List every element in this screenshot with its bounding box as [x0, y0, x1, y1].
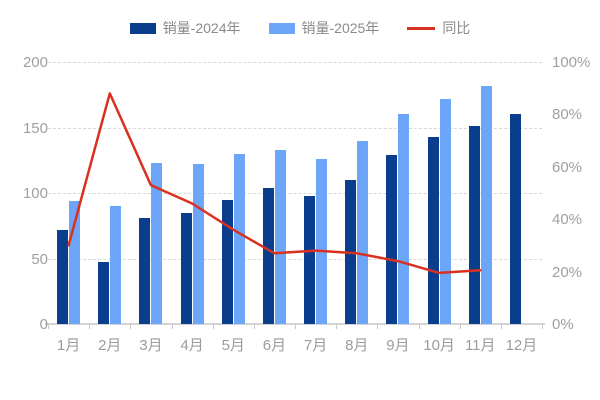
bar-2025-9月: [398, 114, 410, 324]
y-axis-right-label-60%: 60%: [552, 158, 583, 176]
bar-2024-6月: [262, 187, 274, 324]
bar-2025-7月: [316, 158, 328, 324]
x-axis-tick: [500, 324, 502, 329]
x-axis-tick: [171, 324, 173, 329]
bar-2024-4月: [180, 212, 192, 324]
x-axis-label-6月: 6月: [262, 337, 287, 354]
bar-2025-3月: [151, 162, 163, 324]
x-axis-tick: [459, 324, 461, 329]
legend-swatch-yoy-line-icon: [407, 26, 436, 30]
x-axis-tick: [253, 324, 255, 329]
x-axis-tick: [212, 324, 214, 329]
bar-2024-2月: [98, 262, 110, 324]
y-axis-left-label-100: 100: [22, 185, 48, 202]
bar-2024-7月: [304, 195, 316, 324]
bar-2025-6月: [274, 149, 286, 324]
bar-2025-2月: [110, 206, 122, 324]
gridline-50: [48, 258, 542, 260]
y-axis-right-label-80%: 80%: [552, 106, 583, 124]
plot-area: [45, 62, 545, 329]
bar-2024-10月: [427, 136, 439, 324]
x-axis-label-1月: 1月: [56, 337, 81, 354]
x-axis-label-5月: 5月: [221, 337, 245, 354]
legend-swatch-2025-icon: [268, 22, 295, 34]
y-axis-right-label-0%: 0%: [552, 316, 574, 333]
legend-item-sales-2025: 销量-2025年: [268, 18, 380, 38]
bar-2025-4月: [192, 164, 204, 324]
legend: 销量-2024年 销量-2025年 同比: [0, 18, 600, 38]
x-axis-label-9月: 9月: [386, 337, 410, 354]
x-axis-tick: [377, 324, 379, 329]
y-axis-left-label-150: 150: [22, 119, 48, 137]
x-axis-label-12月: 12月: [505, 337, 538, 354]
bar-2025-8月: [357, 140, 369, 324]
gridline-200: [48, 62, 542, 63]
gridline-100: [48, 193, 542, 194]
x-axis-label-8月: 8月: [345, 337, 369, 354]
bar-2024-12月: [509, 114, 521, 324]
legend-item-sales-2024: 销量-2024年: [129, 18, 241, 38]
x-axis-tick: [336, 324, 338, 329]
x-axis-tick: [418, 324, 420, 329]
x-axis-tick: [89, 324, 91, 329]
y-axis-left-label-200: 200: [22, 54, 48, 71]
x-axis-label-2月: 2月: [98, 337, 122, 354]
legend-label-sales-2024: 销量-2024年: [162, 20, 241, 36]
x-axis-tick: [295, 324, 296, 329]
legend-label-yoy: 同比: [442, 20, 471, 36]
x-axis-label-10月: 10月: [423, 337, 455, 354]
bar-2024-3月: [139, 217, 151, 324]
x-axis-label-4月: 4月: [180, 337, 204, 354]
yoy-line: [67, 92, 482, 275]
bar-2024-9月: [386, 155, 398, 324]
y-axis-right-label-100%: 100%: [552, 54, 591, 71]
bar-2025-10月: [439, 98, 451, 324]
legend-item-yoy: 同比: [407, 18, 470, 38]
bar-2025-1月: [69, 200, 81, 324]
yoy-line-layer: [67, 92, 482, 275]
legend-label-sales-2025: 销量-2025年: [301, 20, 380, 36]
bar-2025-11月: [480, 85, 492, 324]
gridline-150: [48, 127, 542, 129]
bar-2025-5月: [233, 153, 245, 324]
bar-2024-5月: [221, 199, 233, 324]
x-axis-label-3月: 3月: [139, 337, 163, 354]
x-axis-label-11月: 11月: [464, 337, 496, 354]
legend-swatch-2024-icon: [129, 22, 156, 34]
y-axis-right-label-40%: 40%: [552, 211, 583, 229]
y-axis-left-label-0: 0: [39, 316, 48, 333]
x-axis-tick: [542, 324, 543, 329]
x-axis-tick: [48, 324, 49, 329]
y-axis-right-label-20%: 20%: [552, 263, 583, 281]
x-axis-tick: [130, 324, 132, 329]
bar-2024-1月: [57, 229, 69, 324]
bar-2024-11月: [468, 126, 480, 324]
x-axis-label-7月: 7月: [303, 337, 328, 354]
y-axis-left-label-50: 50: [31, 250, 48, 268]
